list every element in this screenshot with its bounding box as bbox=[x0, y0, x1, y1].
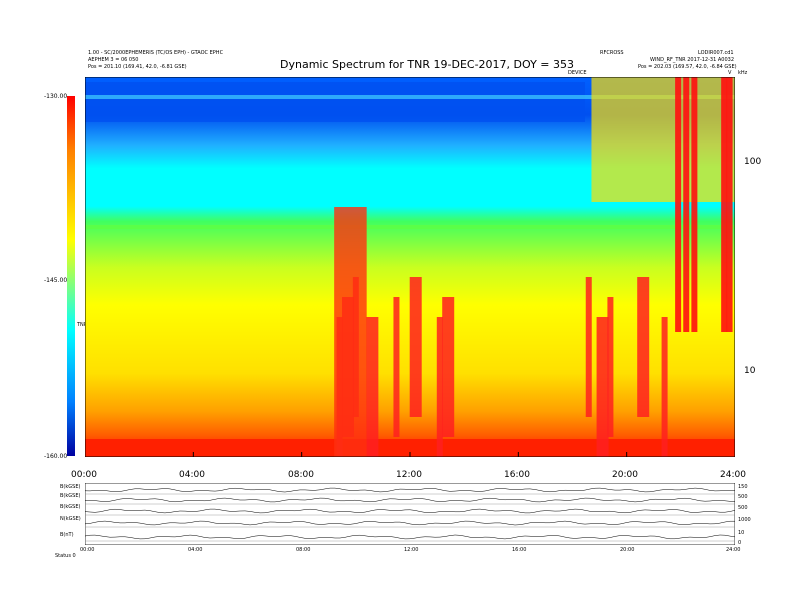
panel-label: B(kGSE) bbox=[60, 484, 81, 490]
header-right-line-1: RFCROSS bbox=[600, 50, 624, 56]
radio-burst bbox=[334, 207, 367, 457]
panel-trace bbox=[85, 520, 735, 526]
time-tick-label: 20:00 bbox=[612, 470, 638, 480]
corner-mark: V bbox=[728, 70, 732, 76]
panel-trace bbox=[85, 497, 735, 503]
panel-scale: 150 bbox=[738, 484, 748, 490]
header-right-line-4: Pos = 202.03 (169.57, 42.0, -6.84 GSE) bbox=[638, 64, 737, 70]
freq-tick-label: 100 bbox=[744, 157, 762, 167]
radio-burst bbox=[442, 297, 455, 437]
header-right-line-3: WIND_RF_TNR 2017-12-31 A0032 bbox=[650, 57, 735, 63]
radio-burst bbox=[436, 317, 443, 457]
panel-scale: 500 bbox=[738, 505, 748, 511]
panel-trace bbox=[85, 508, 735, 514]
panel-time-label: 20:00 bbox=[620, 547, 635, 553]
panel-label: N(kGSE) bbox=[60, 516, 81, 522]
header-right-line-2: LODIR007.cd1 bbox=[698, 50, 734, 56]
time-tick-label: 08:00 bbox=[288, 470, 314, 480]
spectrogram-plot bbox=[85, 77, 735, 457]
time-tick-label: 24:00 bbox=[720, 470, 746, 480]
freq-unit-label: kHz bbox=[738, 70, 748, 76]
colorbar bbox=[67, 96, 75, 456]
header-left-line-1: 1.00 - SC/2000EPHEMERIS (TC/OS EPH) - GT… bbox=[88, 50, 224, 56]
radio-burst bbox=[637, 277, 650, 417]
header-mid-label: DEVICE bbox=[568, 70, 587, 76]
panel-scale: 500 bbox=[738, 494, 748, 500]
footer-status: Status 0 bbox=[55, 553, 76, 559]
colorbar-tick-label: -130.00 bbox=[44, 93, 68, 100]
panel-time-label: 04:00 bbox=[188, 547, 203, 553]
radio-burst bbox=[607, 297, 614, 437]
panel-scale: 1000 bbox=[738, 517, 751, 523]
type3-burst bbox=[683, 77, 690, 332]
parameter-panels bbox=[85, 483, 735, 545]
green-line bbox=[85, 225, 735, 229]
colorbar-tick-label: -160.00 bbox=[44, 453, 68, 460]
panel-time-label: 08:00 bbox=[296, 547, 311, 553]
burst-region bbox=[591, 77, 735, 202]
radio-burst bbox=[409, 277, 422, 417]
panel-time-label: 00:00 bbox=[80, 547, 95, 553]
type3-burst bbox=[675, 77, 682, 332]
panel-time-label: 12:00 bbox=[404, 547, 419, 553]
radio-burst bbox=[596, 317, 609, 457]
blue-band bbox=[85, 82, 585, 122]
freq-tick-label: 10 bbox=[744, 366, 756, 376]
time-tick-label: 00:00 bbox=[71, 470, 97, 480]
radio-burst bbox=[366, 317, 379, 457]
panel-trace bbox=[85, 487, 735, 493]
cyan-band bbox=[85, 95, 735, 99]
time-tick-label: 16:00 bbox=[504, 470, 530, 480]
chart-title: Dynamic Spectrum for TNR 19-DEC-2017, DO… bbox=[280, 58, 574, 71]
panel-label: B(kGSE) bbox=[60, 493, 81, 499]
time-tick-label: 04:00 bbox=[179, 470, 205, 480]
panel-label: B(kGSE) bbox=[60, 504, 81, 510]
panel-frame bbox=[85, 483, 735, 545]
panel-label: B(nT) bbox=[60, 532, 74, 538]
colorbar-tick-label: -145.00 bbox=[44, 277, 68, 284]
red-floor bbox=[85, 439, 735, 457]
header-left-line-2: AEPHEM 3 = 06 050 bbox=[88, 57, 139, 63]
header-left-line-3: Pos = 201.10 (169.41, 42.0, -6.81 GSE) bbox=[88, 64, 187, 70]
radio-burst bbox=[393, 297, 400, 437]
panel-scale: 0 bbox=[738, 540, 742, 546]
panel-time-label: 24:00 bbox=[726, 547, 741, 553]
panel-time-label: 16:00 bbox=[512, 547, 527, 553]
colorbar-label: TNR bbox=[77, 322, 88, 328]
type3-burst bbox=[691, 77, 698, 332]
time-tick-label: 12:00 bbox=[396, 470, 422, 480]
panel-scale: 10 bbox=[738, 530, 745, 536]
radio-burst bbox=[585, 277, 592, 417]
type3-burst bbox=[726, 77, 733, 332]
panel-trace bbox=[85, 534, 735, 540]
type3-burst bbox=[721, 77, 728, 332]
radio-burst bbox=[661, 317, 668, 457]
